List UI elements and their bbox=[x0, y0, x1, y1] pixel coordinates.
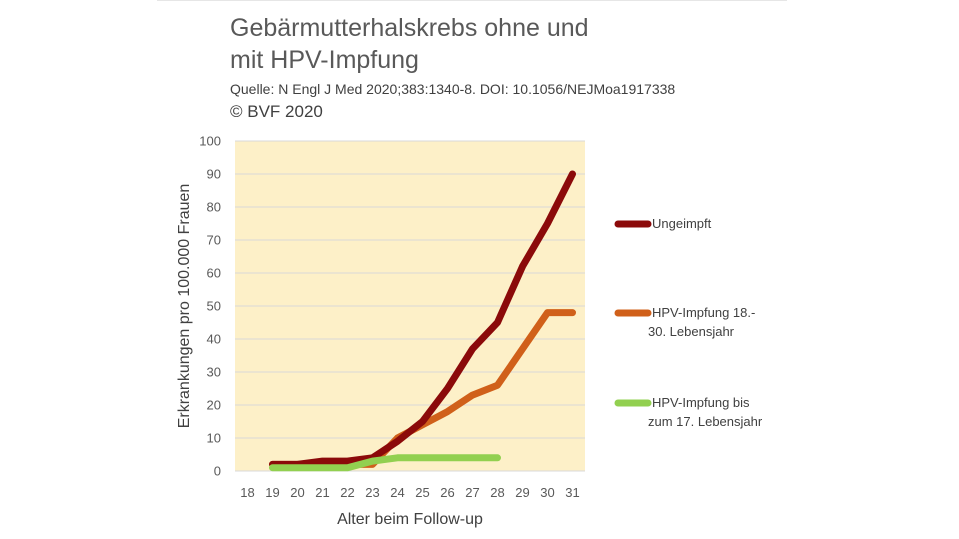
y-tick-label: 80 bbox=[207, 200, 221, 215]
y-tick-label: 20 bbox=[207, 398, 221, 413]
x-tick-label: 21 bbox=[315, 485, 329, 500]
chart-title: Gebärmutterhalskrebs ohne und mit HPV-Im… bbox=[230, 12, 589, 76]
chart-title-line-2: mit HPV-Impfung bbox=[230, 46, 419, 74]
legend-label-3: zum 17. Lebensjahr bbox=[648, 414, 763, 429]
series-line-1 bbox=[269, 170, 576, 468]
x-tick-label: 27 bbox=[465, 485, 479, 500]
legend-label-2: 30. Lebensjahr bbox=[648, 324, 735, 339]
y-tick-label: 30 bbox=[207, 365, 221, 380]
legend-label-1: Ungeimpft bbox=[652, 216, 712, 231]
x-tick-label: 19 bbox=[265, 485, 279, 500]
x-tick-label: 20 bbox=[290, 485, 304, 500]
x-tick-label: 23 bbox=[365, 485, 379, 500]
y-tick-label: 60 bbox=[207, 266, 221, 281]
x-tick-label: 26 bbox=[440, 485, 454, 500]
copyright-notice: © BVF 2020 bbox=[230, 102, 323, 121]
x-tick-label: 24 bbox=[390, 485, 404, 500]
chart-title-line-1: Gebärmutterhalskrebs ohne und bbox=[230, 14, 589, 42]
y-tick-label: 50 bbox=[207, 299, 221, 314]
y-tick-label: 10 bbox=[207, 431, 221, 446]
series-line-3 bbox=[269, 454, 501, 472]
y-tick-label: 40 bbox=[207, 332, 221, 347]
x-tick-label: 30 bbox=[540, 485, 554, 500]
x-tick-label: 25 bbox=[415, 485, 429, 500]
x-tick-label: 31 bbox=[565, 485, 579, 500]
x-tick-label: 28 bbox=[490, 485, 504, 500]
source-citation: Quelle: N Engl J Med 2020;383:1340-8. DO… bbox=[230, 81, 676, 97]
x-tick-label: 22 bbox=[340, 485, 354, 500]
y-axis-title: Erkrankungen pro 100.000 Frauen bbox=[176, 184, 193, 429]
y-tick-label: 70 bbox=[207, 233, 221, 248]
y-tick-label: 90 bbox=[207, 167, 221, 182]
x-axis-title: Alter beim Follow-up bbox=[337, 511, 483, 528]
legend-label-3: HPV-Impfung bis bbox=[652, 395, 750, 410]
x-tick-label: 29 bbox=[515, 485, 529, 500]
top-divider bbox=[157, 0, 787, 1]
y-tick-label: 0 bbox=[214, 464, 221, 479]
legend-label-2: HPV-Impfung 18.- bbox=[652, 305, 755, 320]
x-tick-label: 18 bbox=[240, 485, 254, 500]
y-tick-label: 100 bbox=[199, 134, 221, 149]
